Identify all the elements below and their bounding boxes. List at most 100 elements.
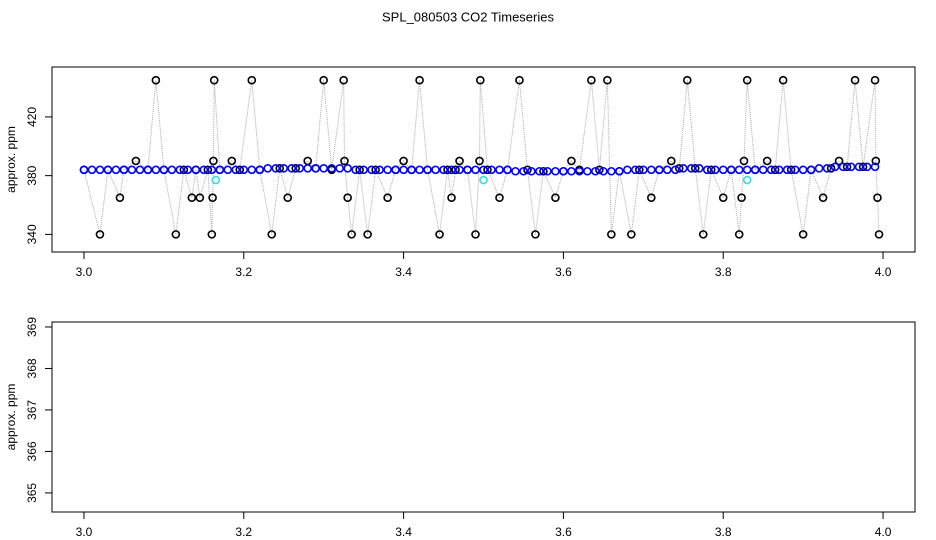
point <box>151 75 161 85</box>
point <box>131 156 141 166</box>
point <box>551 193 560 202</box>
point <box>391 165 400 175</box>
point <box>495 165 504 175</box>
x-tick-label: 3.0 <box>76 265 93 279</box>
y-tick-label: 368 <box>25 358 39 378</box>
point <box>211 175 221 185</box>
plot-area <box>79 75 884 239</box>
point <box>431 165 440 175</box>
point <box>854 162 864 172</box>
y-tick-label: 369 <box>25 317 39 337</box>
point <box>874 230 884 239</box>
point <box>319 75 328 85</box>
point <box>814 164 824 173</box>
point <box>870 75 880 85</box>
point <box>271 164 281 173</box>
point <box>631 165 640 175</box>
point <box>682 75 692 85</box>
point <box>734 230 744 239</box>
point <box>383 193 392 202</box>
point <box>208 193 217 202</box>
point <box>798 165 808 175</box>
point <box>231 165 241 175</box>
point <box>639 165 648 175</box>
point <box>503 165 512 175</box>
point <box>443 165 452 175</box>
point <box>595 165 604 175</box>
point <box>235 165 245 175</box>
point <box>607 230 616 239</box>
point <box>479 175 488 185</box>
point <box>734 165 744 175</box>
point <box>846 162 856 172</box>
point <box>623 165 632 175</box>
point <box>678 164 688 173</box>
point <box>583 166 592 176</box>
point <box>718 193 728 202</box>
point <box>599 166 608 176</box>
point <box>567 166 576 176</box>
point <box>706 165 716 175</box>
point <box>495 193 504 202</box>
point <box>862 162 872 172</box>
point <box>135 165 145 175</box>
point <box>770 165 780 175</box>
point <box>347 230 356 239</box>
point <box>291 164 301 173</box>
point <box>340 156 349 166</box>
point <box>455 156 464 166</box>
point <box>463 165 472 175</box>
point <box>873 193 882 202</box>
x-tick-label: 3.8 <box>715 265 732 279</box>
point <box>479 165 488 175</box>
point <box>511 166 520 176</box>
point <box>319 164 328 173</box>
point <box>766 165 776 175</box>
point <box>195 193 205 202</box>
point <box>647 165 656 175</box>
point <box>818 193 828 202</box>
point <box>167 165 177 175</box>
x-tick-label: 3.2 <box>235 525 252 539</box>
point <box>159 165 169 175</box>
point <box>774 165 784 175</box>
point <box>635 165 644 175</box>
point <box>523 165 532 175</box>
x-tick-label: 3.0 <box>76 525 93 539</box>
y-tick-label: 365 <box>25 483 39 503</box>
point <box>455 165 464 175</box>
point <box>559 166 568 176</box>
y-axis-title: approx. ppm <box>4 126 18 193</box>
point <box>603 75 612 85</box>
point <box>399 165 408 175</box>
point <box>830 162 840 172</box>
point <box>778 75 788 85</box>
point <box>255 165 265 175</box>
point <box>870 162 880 172</box>
point <box>143 165 153 175</box>
point <box>702 165 712 175</box>
point <box>423 165 432 175</box>
point <box>239 165 249 175</box>
point <box>87 165 97 175</box>
point <box>209 75 219 85</box>
point <box>247 75 257 85</box>
point <box>758 165 768 175</box>
point <box>531 230 540 239</box>
point <box>267 230 277 239</box>
point <box>737 193 746 202</box>
point <box>209 156 218 166</box>
point <box>183 165 193 175</box>
point <box>567 156 576 166</box>
point <box>399 156 408 166</box>
point <box>451 165 460 175</box>
point <box>95 165 105 175</box>
point <box>670 165 680 175</box>
y-tick-label: 366 <box>25 441 39 461</box>
point <box>782 165 792 175</box>
point <box>367 165 376 175</box>
point <box>483 165 492 175</box>
point <box>476 75 485 85</box>
point <box>627 230 636 239</box>
point <box>718 165 728 175</box>
